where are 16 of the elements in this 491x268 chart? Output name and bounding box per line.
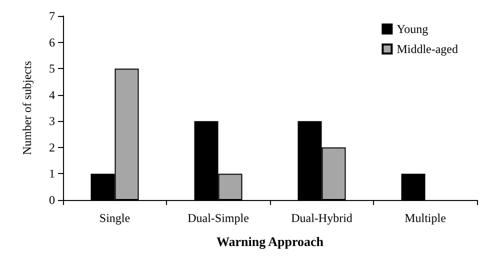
y-axis-title: Number of subjects [20, 60, 34, 155]
x-tick-label: Multiple [404, 211, 446, 225]
legend-label: Middle-aged [396, 42, 458, 56]
x-tick-label: Single [99, 211, 130, 225]
y-tick-label: 5 [49, 62, 55, 76]
x-tick-label: Dual-Hybrid [291, 211, 352, 225]
y-tick-label: 3 [49, 114, 55, 128]
y-tick-label: 4 [49, 88, 55, 102]
x-tick-label: Dual-Simple [188, 211, 249, 225]
y-tick-label: 6 [49, 35, 55, 50]
y-tick-label: 7 [49, 9, 55, 23]
y-tick-label: 1 [49, 166, 55, 181]
y-tick-label: 2 [49, 140, 55, 154]
legend-label: Young [396, 22, 428, 36]
x-axis-title: Warning Approach [216, 234, 324, 249]
y-tick-label: 0 [49, 193, 55, 207]
